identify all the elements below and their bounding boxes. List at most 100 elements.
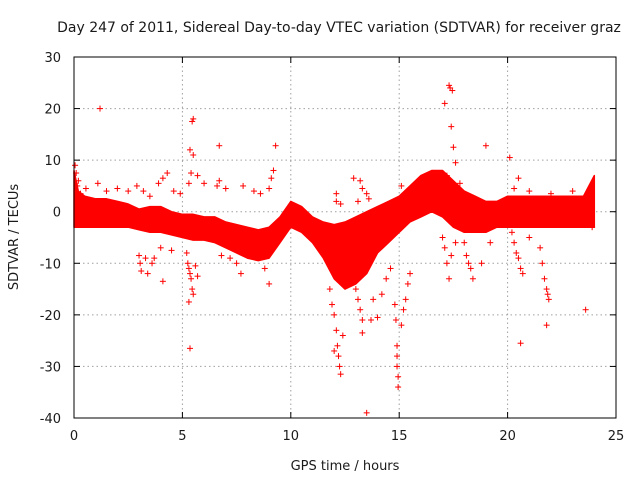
data-point — [82, 185, 89, 192]
data-point — [75, 177, 82, 184]
data-point — [463, 252, 470, 259]
data-point — [344, 229, 351, 236]
data-point — [374, 314, 381, 321]
data-point — [543, 322, 550, 329]
data-point — [407, 185, 414, 192]
data-point — [506, 154, 513, 161]
plot-frame — [73, 56, 617, 419]
data-point — [359, 185, 366, 192]
data-point — [146, 193, 153, 200]
data-point — [140, 188, 147, 195]
data-point — [467, 265, 474, 272]
data-point — [543, 286, 550, 293]
data-point — [190, 115, 197, 122]
data-point — [337, 200, 344, 207]
data-point — [194, 273, 201, 280]
data-point — [335, 353, 342, 360]
data-point — [159, 278, 166, 285]
data-point — [544, 291, 551, 298]
data-point — [482, 142, 489, 149]
data-point — [250, 188, 257, 195]
data-point — [515, 255, 522, 262]
data-point — [547, 190, 554, 197]
data-point — [194, 172, 201, 179]
data-point — [443, 260, 450, 267]
data-point — [237, 270, 244, 277]
data-point — [365, 195, 372, 202]
data-point — [157, 244, 164, 251]
data-point — [222, 185, 229, 192]
data-point — [465, 260, 472, 267]
data-point — [185, 180, 192, 187]
data-point — [184, 260, 191, 267]
data-point — [185, 298, 192, 305]
data-point — [541, 275, 548, 282]
data-point — [352, 286, 359, 293]
data-point — [103, 188, 110, 195]
data-point — [526, 234, 533, 241]
data-point — [261, 265, 268, 272]
data-point — [582, 306, 589, 313]
data-point — [216, 177, 223, 184]
data-point — [186, 270, 193, 277]
data-point — [266, 280, 273, 287]
y-tick-label: -10 — [40, 257, 61, 272]
data-point — [333, 198, 340, 205]
data-point — [511, 239, 518, 246]
data-point — [569, 188, 576, 195]
data-point — [511, 185, 518, 192]
data-point — [190, 151, 197, 158]
data-point — [370, 296, 377, 303]
data-point — [201, 180, 208, 187]
data-point — [188, 275, 195, 282]
data-point — [214, 182, 221, 189]
data-point — [517, 340, 524, 347]
data-point — [355, 198, 362, 205]
data-point — [333, 190, 340, 197]
data-point — [216, 142, 223, 149]
data-point — [192, 262, 199, 269]
data-point — [448, 252, 455, 259]
data-point — [183, 249, 190, 256]
data-point — [402, 296, 409, 303]
data-point — [355, 296, 362, 303]
data-point — [357, 306, 364, 313]
data-point — [359, 317, 366, 324]
data-point — [519, 270, 526, 277]
data-point — [392, 317, 399, 324]
data-point — [452, 159, 459, 166]
y-tick-label: -30 — [40, 360, 61, 375]
data-point — [363, 190, 370, 197]
data-point — [508, 229, 515, 236]
data-point — [218, 252, 225, 259]
data-point — [74, 182, 81, 189]
data-point — [478, 260, 485, 267]
data-point — [328, 301, 335, 308]
data-point — [138, 268, 145, 275]
data-point — [331, 311, 338, 318]
data-point — [268, 175, 275, 182]
data-point — [391, 301, 398, 308]
data-point — [333, 327, 340, 334]
data-point — [378, 291, 385, 298]
data-point — [439, 234, 446, 241]
data-point — [350, 175, 357, 182]
data-point — [94, 180, 101, 187]
data-point — [487, 239, 494, 246]
data-point — [452, 239, 459, 246]
data-point — [469, 275, 476, 282]
data-point — [137, 260, 144, 267]
data-point — [446, 82, 453, 89]
data-point — [404, 280, 411, 287]
y-tick-label: -40 — [40, 412, 61, 427]
data-series — [72, 82, 596, 416]
data-point — [513, 249, 520, 256]
data-point — [177, 190, 184, 197]
data-point — [144, 270, 151, 277]
data-point — [125, 188, 132, 195]
data-point — [545, 296, 552, 303]
data-point — [233, 260, 240, 267]
data-point — [244, 249, 251, 256]
data-point — [449, 87, 456, 94]
